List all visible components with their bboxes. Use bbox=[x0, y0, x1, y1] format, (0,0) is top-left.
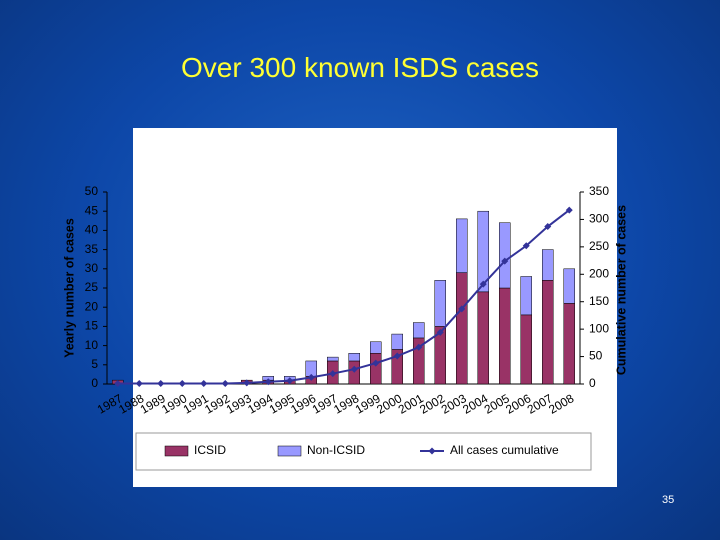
slide-title: Over 300 known ISDS cases bbox=[181, 52, 539, 83]
y2-tick-label: 300 bbox=[589, 212, 609, 226]
bar bbox=[499, 222, 511, 289]
line-marker bbox=[350, 365, 358, 373]
line-marker bbox=[221, 379, 229, 387]
chart-panel bbox=[133, 128, 617, 487]
line-marker bbox=[178, 379, 186, 387]
y-tick-label: 35 bbox=[85, 242, 99, 256]
y-tick-label: 20 bbox=[85, 299, 99, 313]
line-marker bbox=[393, 352, 401, 360]
line-marker bbox=[544, 223, 552, 231]
y-axis-label: Yearly number of cases bbox=[62, 218, 76, 358]
bar bbox=[477, 210, 489, 293]
legend-box bbox=[135, 432, 592, 471]
line bbox=[117, 209, 570, 385]
y2-tick-label: 50 bbox=[589, 349, 603, 363]
bar bbox=[563, 303, 575, 385]
line-marker bbox=[135, 379, 143, 387]
bar bbox=[542, 280, 554, 385]
bar bbox=[563, 268, 575, 304]
y-tick-label: 10 bbox=[85, 338, 99, 352]
y-tick-label: 0 bbox=[91, 376, 98, 390]
y2-tick-label: 200 bbox=[589, 266, 609, 280]
y-tick-label: 5 bbox=[91, 357, 98, 371]
legend-marker bbox=[428, 447, 436, 455]
bar bbox=[456, 272, 468, 385]
line-marker bbox=[415, 343, 423, 351]
bar bbox=[499, 287, 511, 385]
line-marker bbox=[522, 242, 530, 250]
y-tick-label: 15 bbox=[85, 319, 99, 333]
bar bbox=[434, 280, 446, 327]
legend-swatch bbox=[164, 445, 189, 457]
legend-label: ICSID bbox=[194, 443, 226, 457]
bar bbox=[370, 341, 382, 354]
line-marker bbox=[436, 328, 444, 336]
y2-tick-label: 250 bbox=[589, 239, 609, 253]
y-tick-label: 25 bbox=[85, 280, 99, 294]
bar bbox=[348, 353, 360, 362]
y2-tick-label: 100 bbox=[589, 321, 609, 335]
bar bbox=[327, 356, 339, 362]
line-marker bbox=[372, 359, 380, 367]
y-tick-label: 50 bbox=[85, 184, 99, 198]
bar bbox=[520, 276, 532, 316]
bar bbox=[520, 314, 532, 385]
bar bbox=[413, 322, 425, 339]
slide-number: 35 bbox=[662, 494, 675, 506]
line-marker bbox=[307, 373, 315, 381]
y-tick-label: 40 bbox=[85, 223, 99, 237]
y-tick-label: 45 bbox=[85, 203, 99, 217]
y2-tick-label: 0 bbox=[589, 376, 596, 390]
line-marker bbox=[243, 379, 251, 387]
legend-label: All cases cumulative bbox=[450, 443, 559, 457]
line-marker bbox=[458, 305, 466, 313]
line-marker bbox=[264, 378, 272, 386]
legend-label: Non-ICSID bbox=[307, 443, 365, 457]
bar bbox=[456, 218, 468, 273]
line-marker bbox=[114, 379, 122, 387]
line-marker bbox=[501, 257, 509, 265]
line-marker bbox=[479, 280, 487, 288]
y-tick-label: 30 bbox=[85, 261, 99, 275]
bar bbox=[391, 333, 403, 350]
line-marker bbox=[329, 370, 337, 378]
line-marker bbox=[286, 377, 294, 385]
bar bbox=[477, 291, 489, 385]
legend-swatch bbox=[277, 445, 302, 457]
bar bbox=[542, 249, 554, 281]
y2-tick-label: 150 bbox=[589, 294, 609, 308]
bar bbox=[370, 353, 382, 385]
line-marker bbox=[157, 379, 165, 387]
y2-axis-label: Cumulative number of cases bbox=[614, 205, 628, 375]
line-marker bbox=[200, 379, 208, 387]
line-marker bbox=[565, 206, 573, 214]
y2-tick-label: 350 bbox=[589, 184, 609, 198]
